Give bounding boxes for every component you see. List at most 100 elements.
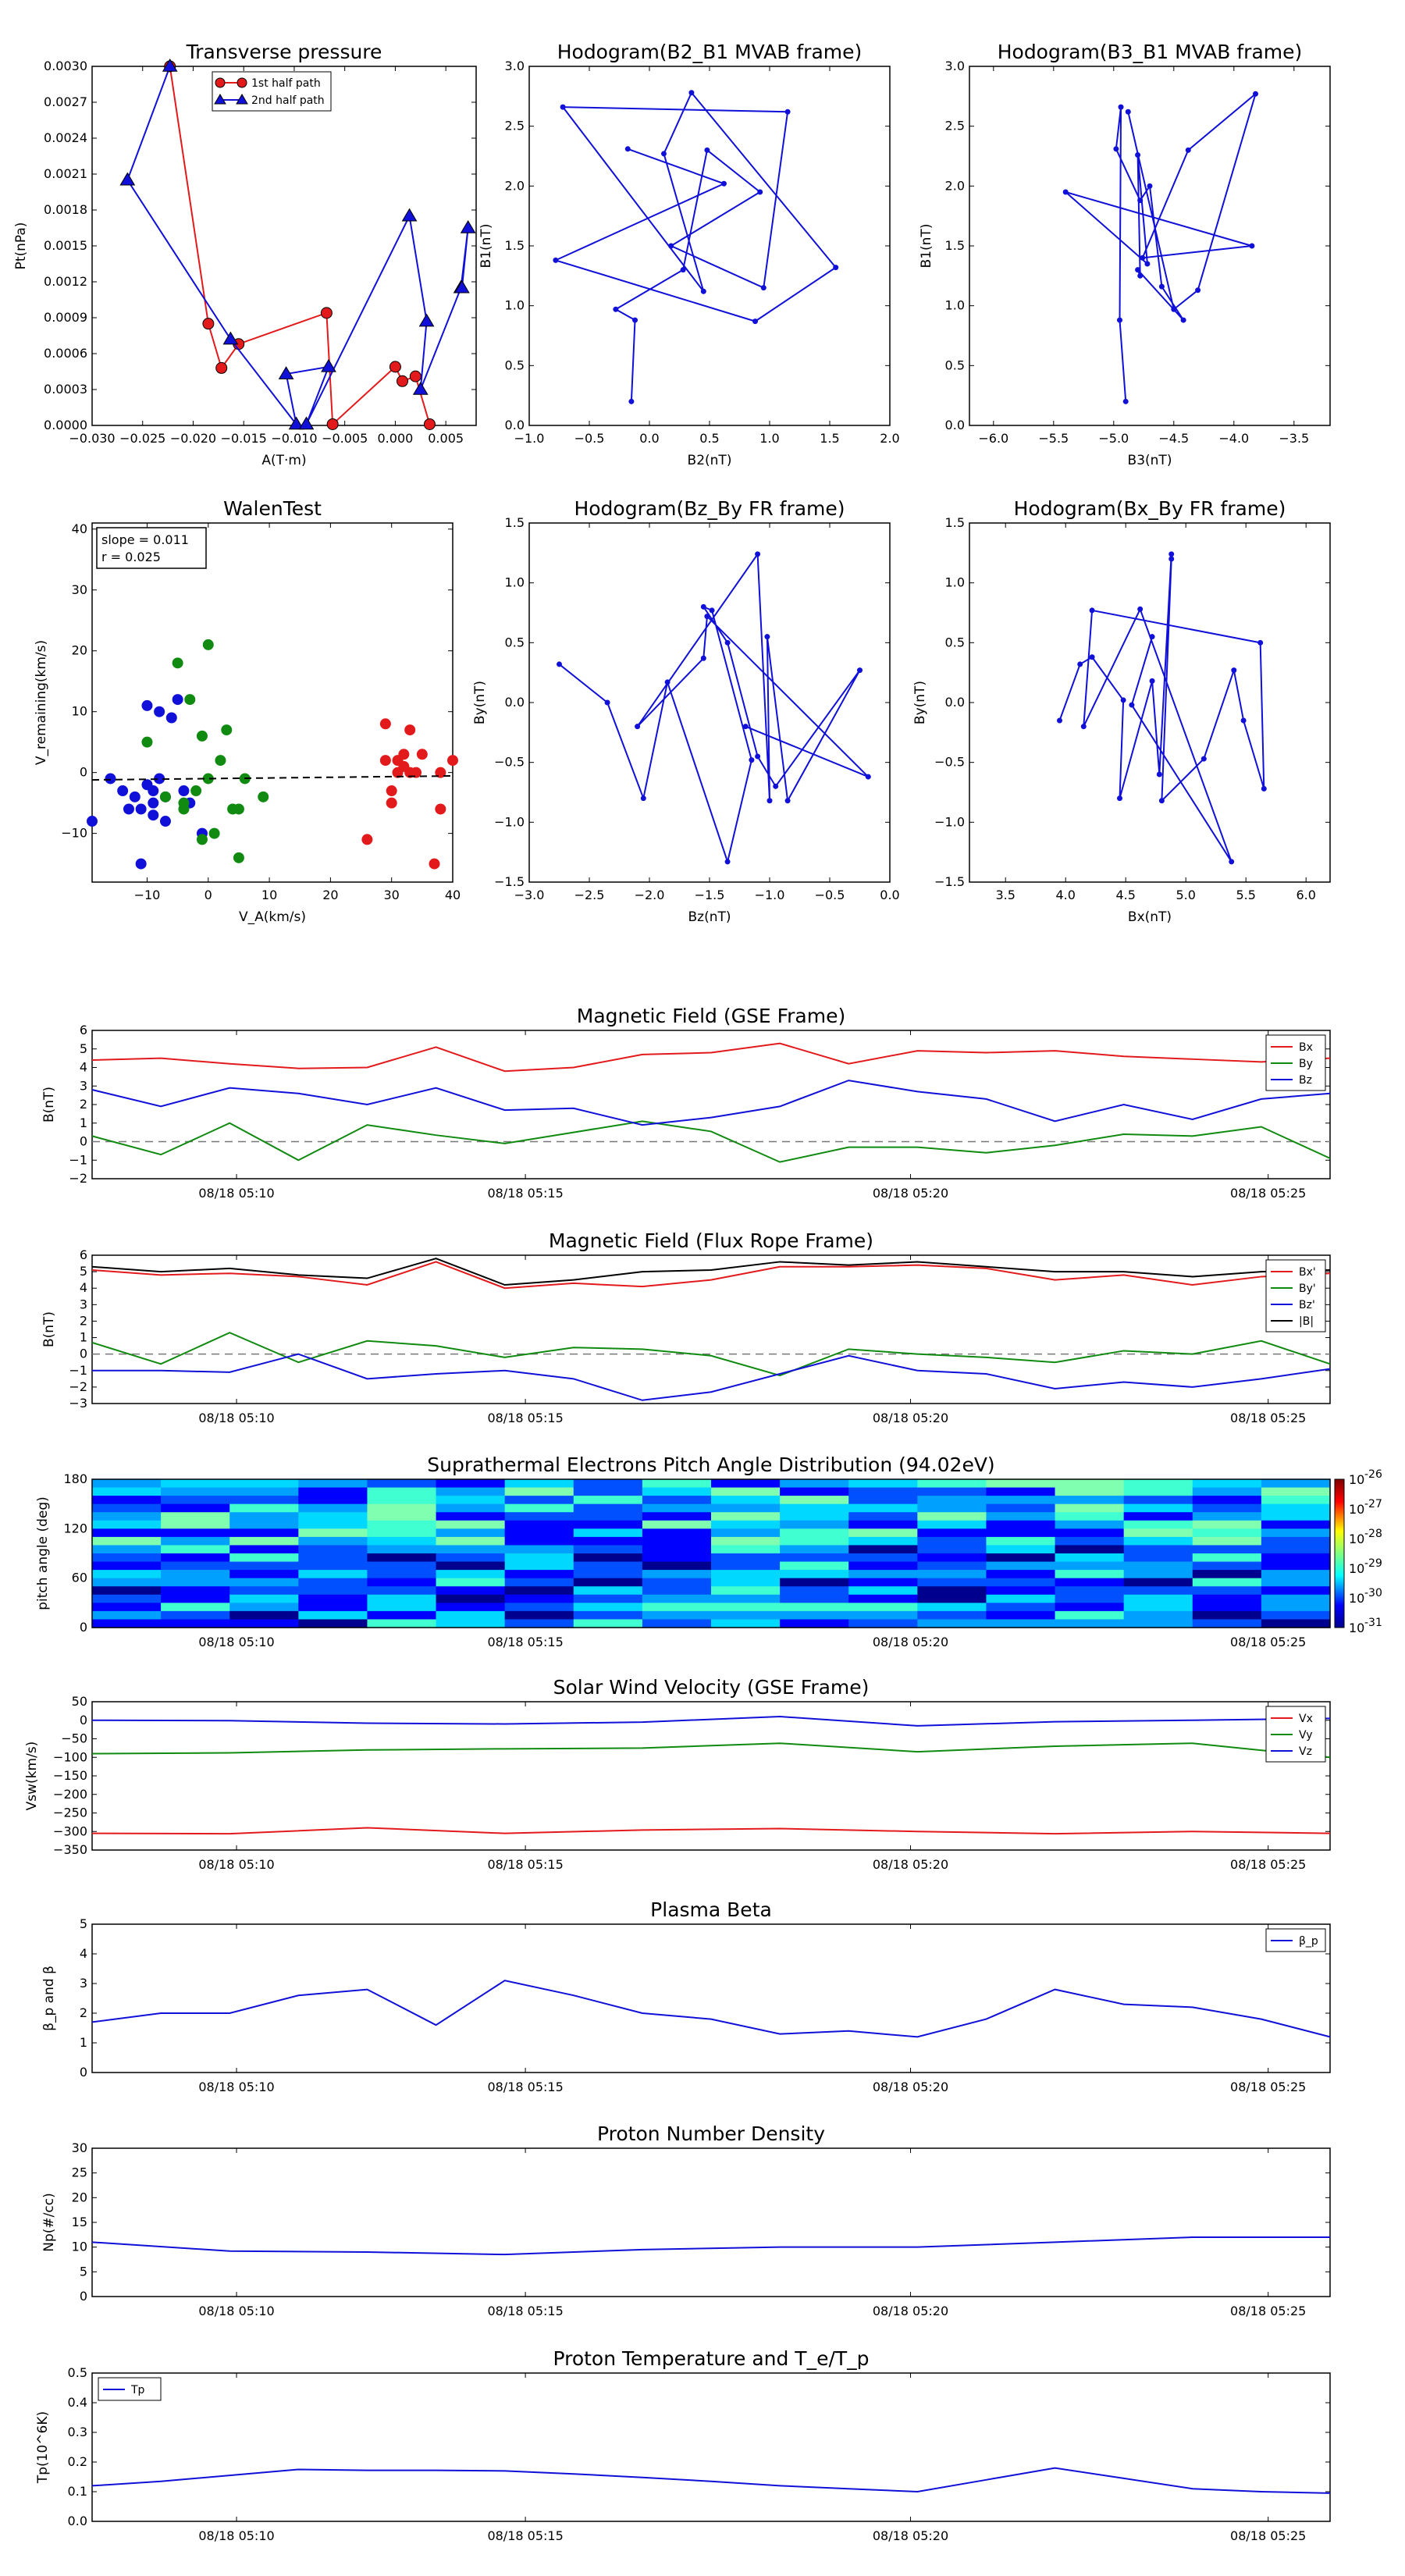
pad-heatmap-cell [573, 1520, 643, 1529]
hodo2-ytick-label: 2.5 [945, 119, 965, 133]
pad-heatmap-cell [504, 1553, 574, 1563]
walen-point [233, 803, 244, 815]
hodo3-point [755, 753, 761, 760]
pad-heatmap-cell [92, 1479, 162, 1489]
temp-ytick-label: 0.3 [68, 2425, 87, 2439]
beta-series-line-0 [91, 1980, 1331, 2038]
pad-heatmap-cell [161, 1619, 230, 1628]
walen-point [435, 767, 446, 778]
vsw-frame [91, 1701, 1331, 1851]
pad-heatmap-cell [436, 1586, 506, 1596]
pad-heatmap-cell [298, 1586, 368, 1596]
pad-heatmap-cell [986, 1578, 1056, 1587]
pad-heatmap-cell [92, 1496, 162, 1505]
pad-heatmap-cell [642, 1561, 712, 1571]
pad-heatmap-cell [367, 1528, 437, 1538]
hodo1-ytick-label: 2.5 [505, 119, 525, 133]
pad-heatmap-cell [642, 1536, 712, 1546]
magGSE-legend-label: By [1299, 1058, 1313, 1070]
walen-point [135, 858, 147, 870]
walen-annotation-slope: slope = 0.011 [101, 532, 189, 547]
hodo4-point [1156, 771, 1162, 777]
hodo1-ytick-label: 0.0 [505, 418, 525, 432]
magFR-ytick-label: 1 [80, 1330, 87, 1345]
temp-ytick-label: 0.5 [68, 2365, 87, 2380]
hodo2-xtick-label: −4.5 [1158, 431, 1189, 446]
vsw-series-line-2 [91, 1715, 1331, 1727]
hodo1-point [752, 318, 759, 325]
pad-heatmap-cell [229, 1545, 299, 1554]
pad-colorbar [1334, 1478, 1345, 1628]
pad-heatmap-cell [573, 1594, 643, 1603]
pad-heatmap-cell [504, 1603, 574, 1612]
pad-heatmap-cell [848, 1487, 918, 1496]
pad-heatmap-cell [642, 1619, 712, 1628]
pad-heatmap-cell [1123, 1528, 1193, 1538]
hodo4-point [1149, 678, 1155, 684]
hodo3-xlabel: Bz(nT) [688, 909, 731, 925]
pad-heatmap-cell [917, 1528, 987, 1538]
hodo2-xtick-label: −5.5 [1038, 431, 1069, 446]
walen-point [447, 755, 458, 767]
pad-heatmap-cell [161, 1578, 230, 1587]
pad-heatmap-cell [780, 1479, 849, 1489]
pad-heatmap-cell [986, 1610, 1056, 1621]
vsw-ytick-label: −200 [53, 1787, 87, 1802]
walen-point [148, 797, 159, 809]
pad-heatmap-cell [161, 1586, 230, 1596]
magFR-time-tick-label: 08/18 05:20 [873, 1411, 948, 1425]
pad-heatmap-cell [1055, 1520, 1125, 1529]
magFR-ytick-label: −3 [69, 1396, 87, 1411]
vsw-title: Solar Wind Velocity (GSE Frame) [553, 1676, 870, 1699]
pad-heatmap-cell [780, 1545, 849, 1554]
pad-heatmap-cell [1261, 1594, 1331, 1603]
pad-heatmap-cell [642, 1487, 712, 1496]
vsw-time-tick-label: 08/18 05:10 [198, 1857, 274, 1872]
pad-heatmap-cell [642, 1545, 712, 1554]
pad-heatmap-cell [917, 1487, 987, 1496]
hodo2-ytick-label: 1.0 [945, 298, 965, 313]
pad-heatmap-cell [711, 1479, 781, 1489]
pad-heatmap-cell [917, 1496, 987, 1505]
pad-heatmap-cell [1261, 1479, 1331, 1489]
beta-time-tick-label: 08/18 05:15 [487, 2080, 563, 2094]
walen-point [117, 785, 129, 797]
pad-heatmap-cell [298, 1610, 368, 1621]
magFR-title: Magnetic Field (Flux Rope Frame) [549, 1229, 873, 1252]
pad-heatmap-cell [848, 1570, 918, 1579]
hodo3-point [764, 634, 770, 640]
hodo4-point [1077, 661, 1083, 667]
pad-heatmap-cell [504, 1536, 574, 1546]
transverse-point [409, 370, 422, 382]
pad-heatmap-cell [367, 1570, 437, 1579]
hodo4-point [1200, 756, 1207, 762]
hodo1-ytick-label: 1.0 [505, 298, 525, 313]
pad-heatmap-cell [161, 1520, 230, 1529]
pad-heatmap-cell [1192, 1528, 1262, 1538]
pad-heatmap-cell [848, 1536, 918, 1546]
pad-heatmap-cell [229, 1619, 299, 1628]
hodo4-title: Hodogram(Bx_By FR frame) [1014, 497, 1286, 520]
hodo3-point [700, 655, 706, 661]
hodo1-title: Hodogram(B2_B1 MVAB frame) [557, 41, 863, 63]
pad-heatmap-cell [642, 1603, 712, 1612]
walen-point [435, 803, 446, 815]
pad-heatmap-cell [917, 1586, 987, 1596]
pad-heatmap-cell [1123, 1619, 1193, 1628]
pad-time-tick-label: 08/18 05:20 [873, 1635, 948, 1649]
pad-heatmap-cell [436, 1603, 506, 1612]
pad-heatmap-cell [1261, 1578, 1331, 1587]
pad-heatmap-cell [1261, 1570, 1331, 1579]
pad-heatmap-cell [711, 1512, 781, 1521]
density-time-tick-label: 08/18 05:20 [873, 2304, 948, 2318]
magFR-ytick-label: −2 [69, 1379, 87, 1394]
beta-frame [91, 1923, 1331, 2073]
pad-heatmap-cell [1055, 1619, 1125, 1628]
hodo3-ylabel: By(nT) [472, 681, 488, 724]
hodo2-point [1195, 287, 1201, 294]
hodo4-point [1158, 798, 1165, 804]
magGSE-time-tick-label: 08/18 05:10 [198, 1186, 274, 1201]
walen-point [154, 706, 165, 717]
pad-heatmap-cell [711, 1545, 781, 1554]
hodo3-point [700, 603, 706, 610]
